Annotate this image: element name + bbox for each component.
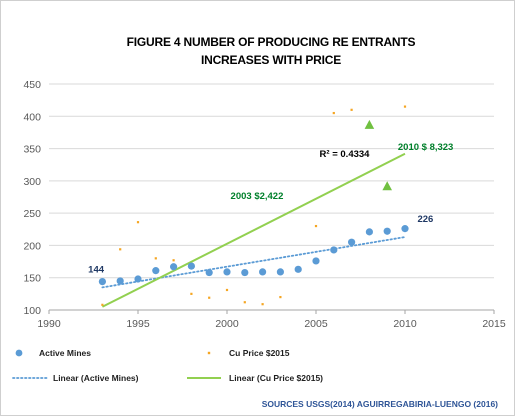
legend-point-marker (207, 351, 211, 355)
cu-price-point (190, 292, 193, 295)
grid-lines (49, 83, 494, 279)
active-mines-point (223, 268, 231, 276)
data-points (98, 105, 409, 306)
source-note: SOURCES USGS(2014) AGUIRREGABIRIA-LUENGO… (262, 399, 498, 409)
y-tick-label-450: 450 (23, 79, 41, 91)
x-tick-label-2005: 2005 (304, 318, 328, 330)
active-mines-point (170, 263, 178, 271)
legend-label: Cu Price $2015 (229, 348, 290, 358)
x-tick-label-2015: 2015 (482, 318, 506, 330)
legend-label: Linear (Active Mines) (53, 373, 139, 383)
active-mines-point (365, 228, 373, 236)
cu-price-point (101, 303, 104, 306)
active-mines-point (152, 267, 160, 275)
legend-circle-marker (15, 349, 23, 357)
y-tick-label-200: 200 (23, 240, 41, 252)
active-mines-point (134, 275, 142, 283)
cu-price-highlight-point (364, 119, 375, 129)
axes: 100 150 200 250 300 350 400 450 1990 1995 2000 2005… (23, 79, 505, 330)
cu-price-point (403, 105, 407, 108)
cu-price-point (136, 221, 140, 224)
chart-title-line-2: INCREASES WITH PRICE (201, 53, 341, 67)
y-tick-label-100: 100 (23, 305, 41, 317)
cu-price-point (261, 303, 264, 306)
legend-item: Linear (Active Mines) (12, 373, 139, 383)
legend-item: Linear (Cu Price $2015) (187, 373, 323, 383)
cu-price-highlight-point (382, 181, 392, 191)
active-mines-point (187, 262, 195, 270)
active-mines-point (276, 268, 284, 276)
active-mines-point (259, 268, 267, 276)
x-tick-label-2000: 2000 (215, 318, 239, 330)
annotation-label: 2003 $2,422 (231, 191, 284, 202)
cu-price-point (119, 248, 122, 251)
annotation-label: 2010 $ 8,323 (398, 142, 453, 153)
cu-price-point (350, 108, 353, 111)
active-mines-point (116, 277, 124, 285)
trendline-cu-price (101, 152, 406, 308)
active-mines-point (98, 277, 106, 286)
legend: Active Mines Cu Price $2015 Linear (Active… (12, 348, 323, 383)
y-tick-label-300: 300 (23, 176, 41, 188)
annotation-label: 144 (88, 265, 105, 276)
cu-price-point (314, 224, 318, 228)
x-tick-label-1995: 1995 (126, 318, 150, 330)
cu-price-point (225, 288, 229, 292)
y-tick-label-400: 400 (23, 111, 41, 123)
annotation-label: R² = 0.4334 (320, 149, 371, 160)
annotation-label: 226 (417, 214, 433, 225)
cu-price-point (154, 257, 157, 260)
active-mines-point (348, 238, 356, 246)
active-mines-point (330, 246, 338, 254)
y-tick-label-150: 150 (23, 273, 41, 285)
annotations: 144 226 R² = 0.4334 2003 $2,422 2010 $ 8,323 (88, 142, 453, 276)
chart-title-line-1: FIGURE 4 NUMBER OF PRODUCING RE ENTRANTS (127, 35, 416, 49)
active-mines-point (205, 268, 213, 277)
legend-label: Linear (Cu Price $2015) (229, 373, 323, 383)
cu-price-point (243, 301, 246, 304)
cu-price-point (208, 296, 211, 299)
cu-price-point (172, 259, 175, 262)
active-mines-point (383, 227, 391, 235)
active-mines-point (401, 225, 409, 233)
x-tick-label-2010: 2010 (393, 318, 417, 330)
y-tick-label-350: 350 (23, 144, 41, 156)
x-tick-label-1990: 1990 (37, 318, 61, 330)
active-mines-point (312, 257, 320, 265)
legend-item: Active Mines (15, 348, 91, 358)
legend-item: Cu Price $2015 (207, 348, 290, 358)
cu-price-point (279, 295, 282, 299)
active-mines-point (294, 265, 302, 273)
active-mines-point (241, 268, 249, 277)
cu-price-point (332, 111, 335, 115)
y-tick-label-250: 250 (23, 208, 41, 220)
trendline-active-mines (101, 236, 406, 289)
legend-label: Active Mines (39, 348, 91, 358)
trendlines (101, 152, 406, 308)
